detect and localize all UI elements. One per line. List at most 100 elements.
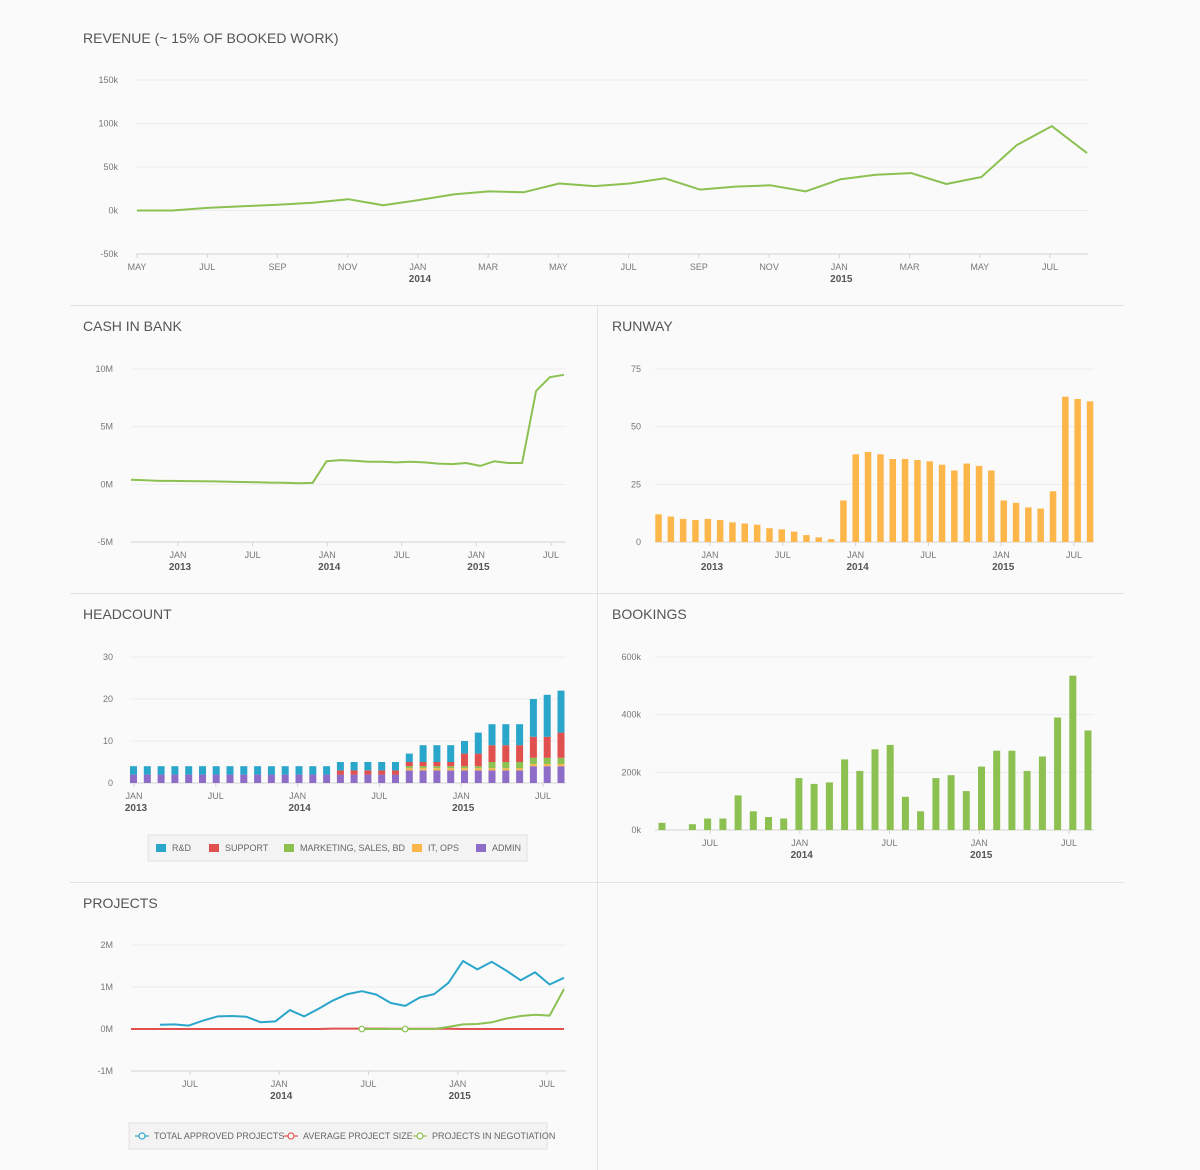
headcount-bar[interactable] xyxy=(419,762,427,767)
headcount-bar[interactable] xyxy=(502,770,510,783)
projects-data-point[interactable] xyxy=(562,975,567,980)
headcount-bar[interactable] xyxy=(130,774,137,783)
cash-data-point[interactable] xyxy=(422,460,427,465)
headcount-bar[interactable] xyxy=(543,694,551,737)
projects-data-point[interactable] xyxy=(388,1001,393,1006)
headcount-bar[interactable] xyxy=(529,764,537,767)
headcount-bar[interactable] xyxy=(516,770,524,783)
revenue-data-point[interactable] xyxy=(627,181,632,186)
cash-data-point[interactable] xyxy=(548,375,553,380)
headcount-bar[interactable] xyxy=(447,745,455,762)
headcount-bar[interactable] xyxy=(488,745,496,762)
headcount-bar[interactable] xyxy=(254,766,262,775)
projects-data-point[interactable] xyxy=(489,959,494,964)
headcount-bar[interactable] xyxy=(226,774,234,783)
bookings-bar[interactable] xyxy=(1008,750,1016,830)
projects-data-point[interactable] xyxy=(461,959,466,964)
cash-data-point[interactable] xyxy=(212,479,217,484)
cash-data-point[interactable] xyxy=(268,480,273,485)
headcount-bar[interactable] xyxy=(433,762,441,767)
headcount-bar[interactable] xyxy=(226,766,234,775)
revenue-data-point[interactable] xyxy=(768,183,773,188)
headcount-bar[interactable] xyxy=(295,766,303,775)
headcount-legend-item[interactable]: ADMIN xyxy=(476,843,521,853)
headcount-bar[interactable] xyxy=(364,774,372,783)
headcount-bar[interactable] xyxy=(419,770,427,783)
headcount-bar[interactable] xyxy=(419,745,427,762)
headcount-bar[interactable] xyxy=(240,766,248,775)
projects-data-point[interactable] xyxy=(287,1008,292,1013)
headcount-bar[interactable] xyxy=(364,762,372,771)
revenue-data-point[interactable] xyxy=(662,176,667,181)
headcount-bar[interactable] xyxy=(405,762,413,767)
headcount-bar[interactable] xyxy=(433,766,441,769)
headcount-bar[interactable] xyxy=(529,699,537,737)
headcount-bar[interactable] xyxy=(392,770,399,775)
cash-data-point[interactable] xyxy=(520,461,525,466)
projects-data-point[interactable] xyxy=(461,1027,466,1032)
runway-bar[interactable] xyxy=(716,520,724,542)
runway-bar[interactable] xyxy=(1000,500,1008,543)
projects-data-point[interactable] xyxy=(417,995,422,1000)
headcount-bar[interactable] xyxy=(529,757,537,765)
revenue-data-point[interactable] xyxy=(909,171,914,176)
cash-data-point[interactable] xyxy=(296,481,301,486)
revenue-data-point[interactable] xyxy=(240,204,245,209)
projects-data-point[interactable] xyxy=(504,1016,509,1021)
headcount-bar[interactable] xyxy=(502,724,510,746)
projects-data-point[interactable] xyxy=(562,987,567,992)
runway-bar[interactable] xyxy=(951,470,958,543)
headcount-bar[interactable] xyxy=(474,768,482,771)
headcount-bar[interactable] xyxy=(185,766,193,775)
projects-data-point[interactable] xyxy=(230,1014,235,1019)
headcount-bar[interactable] xyxy=(309,766,317,775)
projects-data-point[interactable] xyxy=(461,1022,466,1027)
headcount-bar[interactable] xyxy=(364,770,372,775)
runway-bar[interactable] xyxy=(1086,401,1094,542)
headcount-bar[interactable] xyxy=(433,768,441,771)
projects-data-point[interactable] xyxy=(518,1027,523,1032)
runway-bar[interactable] xyxy=(852,454,860,542)
headcount-bar[interactable] xyxy=(267,766,275,775)
cash-data-point[interactable] xyxy=(170,478,175,483)
headcount-bar[interactable] xyxy=(447,762,455,767)
projects-data-point[interactable] xyxy=(345,1026,350,1031)
headcount-bar[interactable] xyxy=(488,768,496,771)
headcount-bar[interactable] xyxy=(433,770,441,783)
bookings-bar[interactable] xyxy=(841,759,849,830)
projects-data-point[interactable] xyxy=(129,1027,134,1032)
bookings-bar[interactable] xyxy=(962,791,970,830)
revenue-data-point[interactable] xyxy=(135,208,140,213)
bookings-bar[interactable] xyxy=(1023,770,1031,830)
projects-data-point[interactable] xyxy=(331,1026,336,1031)
headcount-bar[interactable] xyxy=(143,774,151,783)
headcount-bar[interactable] xyxy=(488,762,496,769)
headcount-bar[interactable] xyxy=(474,732,482,754)
bookings-bar[interactable] xyxy=(719,818,727,831)
projects-data-point[interactable] xyxy=(215,1027,220,1032)
headcount-bar[interactable] xyxy=(557,764,565,767)
headcount-bar[interactable] xyxy=(516,762,524,769)
bookings-bar[interactable] xyxy=(688,824,696,830)
runway-bar[interactable] xyxy=(741,523,749,543)
headcount-bar[interactable] xyxy=(336,770,344,775)
bookings-bar[interactable] xyxy=(1069,675,1077,830)
projects-data-point[interactable] xyxy=(388,1027,393,1032)
headcount-bar[interactable] xyxy=(474,753,482,767)
revenue-data-point[interactable] xyxy=(522,190,527,195)
bookings-bar[interactable] xyxy=(978,766,985,830)
headcount-bar[interactable] xyxy=(130,766,137,775)
headcount-bar[interactable] xyxy=(488,724,496,746)
headcount-bar[interactable] xyxy=(171,774,179,783)
projects-data-point[interactable] xyxy=(244,1014,249,1019)
bookings-bar[interactable] xyxy=(1038,756,1046,831)
runway-bar[interactable] xyxy=(914,460,921,542)
cash-data-point[interactable] xyxy=(562,372,567,377)
headcount-bar[interactable] xyxy=(488,770,496,783)
cash-data-point[interactable] xyxy=(436,461,441,466)
projects-data-point[interactable] xyxy=(258,1020,263,1025)
headcount-bar[interactable] xyxy=(502,762,510,769)
headcount-legend-item[interactable]: IT, OPS xyxy=(412,843,459,853)
headcount-bar[interactable] xyxy=(199,766,206,775)
headcount-bar[interactable] xyxy=(502,745,510,762)
